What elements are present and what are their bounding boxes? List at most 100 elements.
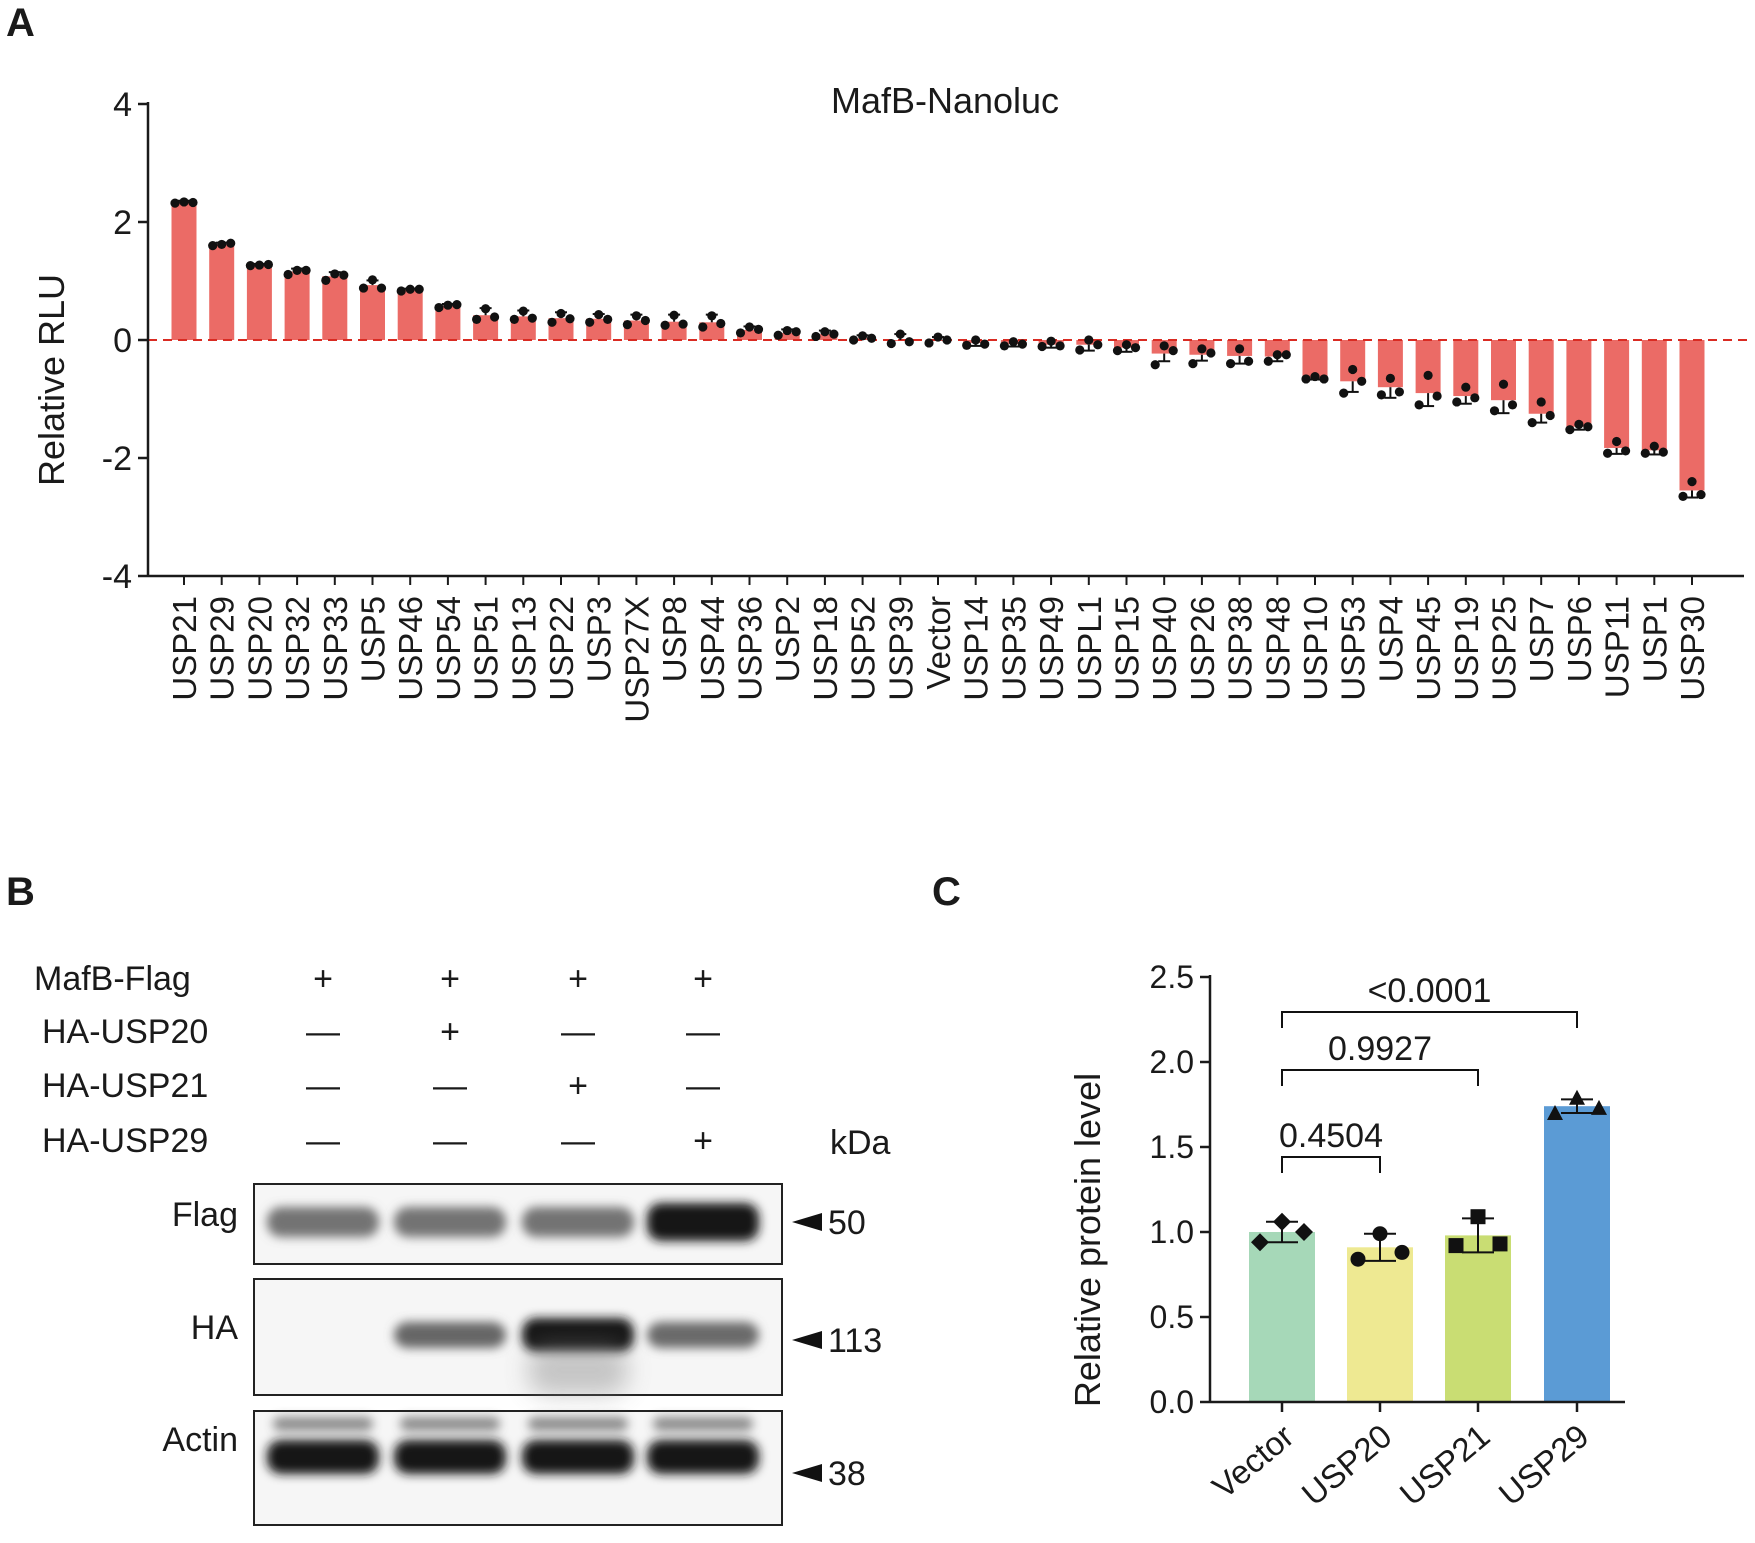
condition-sign: + xyxy=(568,1067,588,1105)
blot-upper-band xyxy=(653,1417,753,1431)
data-point xyxy=(1093,340,1103,350)
blot-upper-band xyxy=(273,1417,373,1431)
x-tick-label: USP15 xyxy=(1109,596,1146,701)
data-point xyxy=(585,317,595,327)
x-tick-label: USP35 xyxy=(995,596,1032,701)
data-point xyxy=(321,275,331,286)
data-point xyxy=(1507,400,1518,410)
data-point xyxy=(1489,406,1500,416)
data-point xyxy=(1357,376,1367,386)
data-point xyxy=(1206,348,1216,358)
blot-band xyxy=(522,1440,634,1474)
x-tick-label: USP29 xyxy=(1492,1417,1596,1513)
data-point xyxy=(1621,446,1631,456)
y-tick-label: 2 xyxy=(113,204,132,242)
data-point xyxy=(367,275,378,285)
data-point xyxy=(1197,344,1207,354)
data-point xyxy=(245,261,255,271)
data-point xyxy=(1414,400,1424,410)
panel-label-a: A xyxy=(6,1,35,45)
significance-bracket xyxy=(1281,1011,1578,1028)
data-point xyxy=(527,313,537,323)
data-point xyxy=(971,335,981,345)
condition-sign: + xyxy=(313,960,333,998)
data-point xyxy=(1084,335,1094,345)
data-point xyxy=(716,318,726,329)
bar-usp10 xyxy=(1302,340,1328,379)
data-point xyxy=(1263,356,1273,366)
data-point-circle xyxy=(1372,1226,1388,1242)
data-point-square xyxy=(1448,1238,1464,1254)
data-point xyxy=(962,340,972,350)
data-point xyxy=(170,198,180,208)
x-tick-label: USP46 xyxy=(392,596,429,701)
data-point-diamond xyxy=(1251,1233,1269,1252)
molecular-weight-label: 113 xyxy=(828,1322,882,1360)
y-tick-label: 0 xyxy=(113,322,132,360)
data-point xyxy=(631,311,642,321)
data-point xyxy=(1423,370,1433,380)
data-point xyxy=(443,300,453,310)
data-point xyxy=(1112,346,1123,356)
data-point xyxy=(1696,489,1706,500)
x-tick-label: USP5 xyxy=(355,596,392,682)
condition-sign: + xyxy=(568,960,588,998)
data-point xyxy=(1168,346,1178,356)
x-tick-label: USP54 xyxy=(430,596,467,701)
x-tick-label: USP7 xyxy=(1523,596,1560,682)
data-point xyxy=(1678,491,1688,501)
data-point xyxy=(858,331,868,341)
data-point xyxy=(1301,374,1311,384)
data-point xyxy=(396,286,406,296)
chart-a-y-label: Relative RLU xyxy=(31,274,72,486)
x-tick-label: USP45 xyxy=(1410,596,1447,701)
x-tick-label: USP53 xyxy=(1335,596,1372,701)
data-point xyxy=(753,324,764,334)
blot-band xyxy=(522,1207,634,1237)
data-point-diamond xyxy=(1295,1223,1313,1241)
condition-sign: — xyxy=(686,1013,720,1051)
bar-usp25 xyxy=(1491,340,1516,401)
data-point xyxy=(1235,344,1245,354)
blot-upper-band xyxy=(528,1417,628,1431)
data-point xyxy=(565,314,575,324)
x-tick-label: USP32 xyxy=(279,596,316,701)
data-point xyxy=(490,312,500,322)
data-point-triangle xyxy=(1547,1105,1563,1120)
x-tick-label: USP38 xyxy=(1222,596,1259,701)
data-point-circle xyxy=(1350,1251,1366,1267)
x-tick-label: USP48 xyxy=(1259,596,1296,701)
bar-usp29 xyxy=(209,244,235,340)
x-tick-label: USP30 xyxy=(1674,596,1711,701)
data-point xyxy=(1687,477,1697,487)
condition-sign: — xyxy=(561,1013,595,1051)
data-point xyxy=(1226,359,1236,369)
condition-sign: — xyxy=(306,1067,340,1105)
data-point xyxy=(933,332,943,342)
data-point xyxy=(1310,371,1320,382)
data-point xyxy=(594,310,604,320)
x-tick-label: Vector xyxy=(1205,1417,1300,1505)
y-tick-label: 1.5 xyxy=(1150,1129,1194,1165)
condition-sign: + xyxy=(440,960,460,998)
molecular-weight-arrow xyxy=(792,1213,822,1231)
data-point xyxy=(1130,343,1141,353)
data-point xyxy=(1055,341,1065,351)
x-tick-label: USP22 xyxy=(543,596,580,701)
data-point xyxy=(217,239,227,250)
data-point xyxy=(1348,364,1358,375)
data-point xyxy=(405,284,415,294)
condition-label: HA-USP29 xyxy=(42,1122,208,1160)
data-point xyxy=(820,327,830,337)
condition-sign: — xyxy=(433,1122,467,1160)
blot-label: Flag xyxy=(172,1196,238,1234)
y-tick-label: 1.0 xyxy=(1150,1214,1194,1250)
data-point xyxy=(1565,425,1575,435)
x-tick-label: USP39 xyxy=(882,596,919,701)
x-tick-label: USP25 xyxy=(1486,596,1523,701)
x-tick-label: USP18 xyxy=(807,596,844,701)
kda-label: kDa xyxy=(830,1124,891,1162)
blot-band xyxy=(394,1440,506,1474)
x-tick-label: USP44 xyxy=(694,596,731,701)
x-tick-label: USP13 xyxy=(505,596,542,701)
